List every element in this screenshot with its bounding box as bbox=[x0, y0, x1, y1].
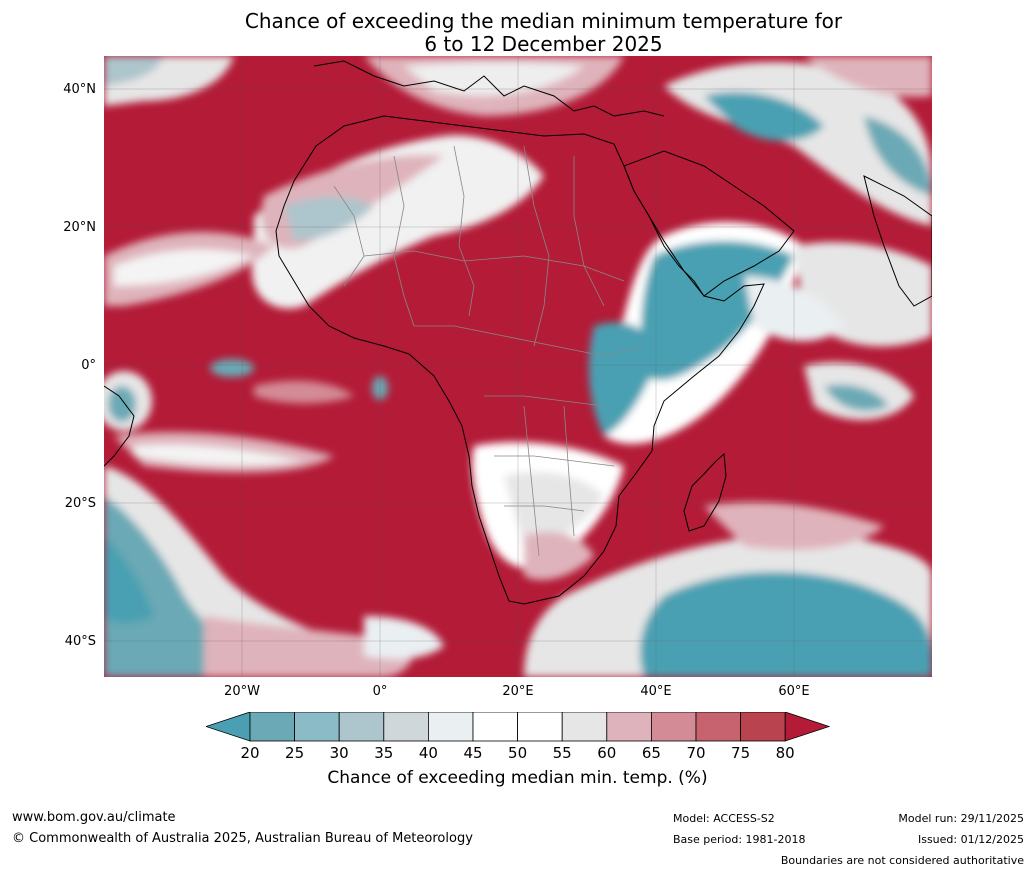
lat-label-0: 0° bbox=[81, 358, 96, 373]
colorbar-tick-label: 60 bbox=[597, 744, 617, 762]
lat-label-20s: 20°S bbox=[64, 496, 96, 511]
colorbar-cell bbox=[606, 712, 652, 742]
model-run-date: Model run: 29/11/2025 bbox=[898, 812, 1024, 825]
colorbar-cell bbox=[472, 712, 518, 742]
colorbar-tick-label: 70 bbox=[686, 744, 706, 762]
lat-label-40s: 40°S bbox=[64, 634, 96, 649]
chart-title: Chance of exceeding the median minimum t… bbox=[0, 10, 1035, 56]
colorbar-cell bbox=[249, 712, 295, 742]
website-link[interactable]: www.bom.gov.au/climate bbox=[12, 810, 176, 825]
lon-label-20e: 20°E bbox=[502, 684, 534, 699]
copyright-text: © Commonwealth of Australia 2025, Austra… bbox=[12, 831, 473, 846]
lat-label-40n: 40°N bbox=[63, 82, 96, 97]
coastlines bbox=[104, 60, 932, 605]
lat-label-20n: 20°N bbox=[63, 220, 96, 235]
colorbar-tick-label: 20 bbox=[240, 744, 260, 762]
colorbar-cell bbox=[338, 712, 385, 742]
colorbar-tick-label: 35 bbox=[374, 744, 394, 762]
lon-label-60e: 60°E bbox=[778, 684, 810, 699]
colorbar-tick-label: 25 bbox=[285, 744, 305, 762]
colorbar-tick-label: 40 bbox=[418, 744, 438, 762]
colorbar-cell bbox=[561, 712, 608, 742]
colorbar-cell bbox=[383, 712, 429, 742]
map-svg bbox=[104, 56, 932, 677]
colorbar-tick-label: 30 bbox=[329, 744, 349, 762]
lon-label-40e: 40°E bbox=[640, 684, 672, 699]
model-name: Model: ACCESS-S2 bbox=[673, 812, 775, 825]
colorbar-extend-low bbox=[206, 712, 251, 742]
country-borders bbox=[333, 145, 645, 557]
colorbar-cell bbox=[517, 712, 563, 742]
colorbar-tick-label: 45 bbox=[463, 744, 483, 762]
lon-label-0: 0° bbox=[372, 684, 388, 699]
colorbar-tick-label: 75 bbox=[731, 744, 751, 762]
graticule bbox=[104, 56, 932, 677]
title-line-2: 6 to 12 December 2025 bbox=[424, 32, 663, 56]
colorbar-cell bbox=[695, 712, 741, 742]
boundaries-disclaimer: Boundaries are not considered authoritat… bbox=[780, 854, 1024, 867]
colorbar-tick-label: 55 bbox=[552, 744, 572, 762]
colorbar bbox=[206, 712, 830, 742]
colorbar-extend-high bbox=[784, 712, 830, 742]
colorbar-label: Chance of exceeding median min. temp. (%… bbox=[327, 768, 708, 788]
colorbar-cell bbox=[294, 712, 340, 742]
lon-label-20w: 20°W bbox=[224, 684, 260, 699]
colorbar-cell bbox=[740, 712, 786, 742]
title-line-1: Chance of exceeding the median minimum t… bbox=[244, 9, 843, 33]
issued-date: Issued: 01/12/2025 bbox=[917, 833, 1024, 846]
base-period: Base period: 1981-2018 bbox=[673, 833, 806, 846]
probability-map bbox=[104, 56, 932, 677]
colorbar-cell bbox=[650, 712, 697, 742]
colorbar-tick-label: 65 bbox=[641, 744, 661, 762]
colorbar-tick-label: 80 bbox=[775, 744, 795, 762]
colorbar-cell bbox=[427, 712, 474, 742]
colorbar-tick-label: 50 bbox=[508, 744, 528, 762]
